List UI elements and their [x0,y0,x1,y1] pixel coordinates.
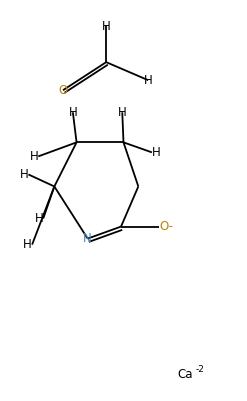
Text: H: H [118,106,127,119]
Text: H: H [152,146,161,159]
Text: -2: -2 [196,365,205,375]
Text: H: H [30,150,38,163]
Text: H: H [102,20,111,32]
Text: O-: O- [159,220,173,233]
Text: O: O [58,84,68,97]
Text: H: H [23,238,32,251]
Text: N: N [83,232,92,245]
Text: Ca: Ca [178,369,193,381]
Text: H: H [35,212,43,225]
Text: H: H [68,106,77,119]
Text: H: H [144,74,153,87]
Text: H: H [20,168,28,181]
